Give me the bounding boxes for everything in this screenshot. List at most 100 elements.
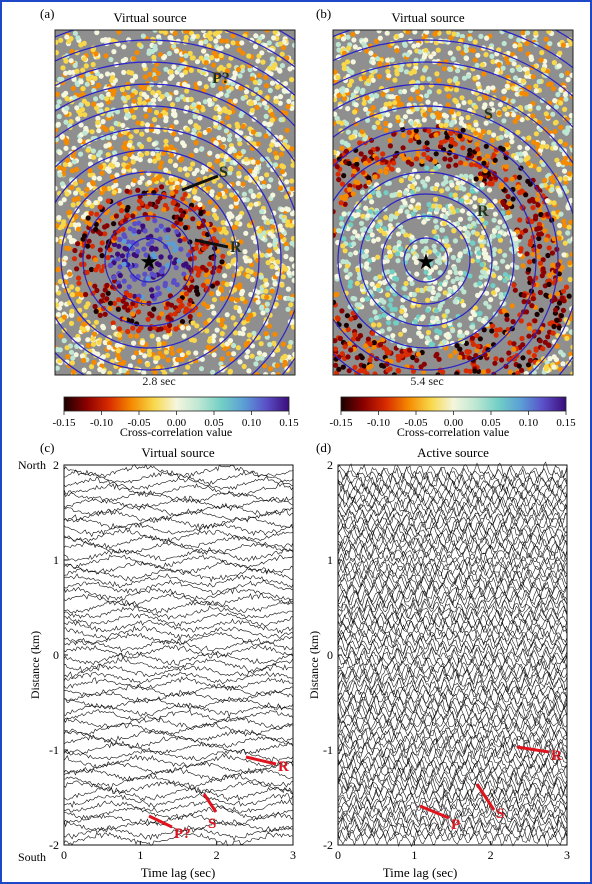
- scatter-dot: [125, 184, 131, 190]
- scatter-dot: [135, 120, 141, 126]
- scatter-dot: [338, 215, 345, 221]
- scatter-dot: [509, 303, 515, 309]
- scatter-dot: [402, 41, 408, 47]
- scatter-dot: [358, 151, 364, 157]
- panel-c-label: (c): [40, 440, 54, 455]
- scatter-dot: [405, 30, 411, 35]
- scatter-dot: [468, 315, 474, 321]
- scatter-dot: [459, 33, 465, 40]
- scatter-dot: [534, 311, 540, 317]
- scatter-dot: [537, 260, 544, 266]
- scatter-dot: [521, 292, 527, 298]
- scatter-dot: [149, 271, 155, 277]
- scatter-dot: [340, 243, 346, 249]
- scatter-dot: [518, 246, 524, 252]
- scatter-dot: [408, 204, 414, 210]
- scatter-dot: [173, 265, 179, 271]
- scatter-dot: [266, 40, 272, 46]
- scatter-dot: [144, 122, 151, 128]
- scatter-dot: [537, 338, 543, 344]
- scatter-dot: [477, 316, 483, 322]
- scatter-dot: [147, 71, 153, 77]
- scatter-dot: [226, 137, 232, 143]
- scatter-dot: [563, 130, 570, 136]
- scatter-dot: [230, 40, 236, 46]
- scatter-dot: [263, 277, 269, 284]
- scatter-dot: [290, 162, 295, 168]
- scatter-dot: [394, 251, 401, 257]
- scatter-dot: [211, 310, 217, 316]
- scatter-dot: [203, 267, 209, 273]
- seismic-trace: [63, 586, 294, 601]
- scatter-dot: [216, 135, 222, 141]
- scatter-dot: [219, 259, 225, 265]
- scatter-dot: [177, 166, 183, 173]
- scatter-dot: [411, 43, 417, 49]
- scatter-dot: [269, 218, 275, 224]
- scatter-dot: [94, 30, 100, 36]
- scatter-dot: [376, 322, 382, 328]
- scatter-dot: [283, 110, 289, 116]
- scatter-dot: [415, 134, 421, 140]
- scatter-dot: [100, 368, 106, 374]
- scatter-dot: [245, 316, 251, 322]
- scatter-dot: [339, 308, 345, 314]
- scatter-dot: [107, 340, 113, 346]
- scatter-dot: [526, 333, 532, 339]
- scatter-dot: [184, 172, 190, 178]
- scatter-dot: [370, 322, 377, 328]
- seismic-trace: [337, 829, 568, 848]
- scatter-dot: [474, 62, 480, 68]
- scatter-dot: [504, 142, 510, 148]
- scatter-dot: [463, 43, 469, 49]
- seismic-trace: [337, 602, 568, 622]
- scatter-dot: [549, 250, 556, 256]
- scatter-dot: [455, 257, 461, 263]
- scatter-dot: [90, 341, 97, 347]
- scatter-dot: [510, 319, 516, 325]
- scatter-dot: [509, 67, 515, 73]
- seismic-trace: [337, 544, 568, 564]
- scatter-dot: [98, 298, 104, 304]
- scatter-dot: [250, 72, 256, 78]
- scatter-dot: [183, 34, 189, 40]
- scatter-dot: [517, 234, 523, 240]
- scatter-dot: [523, 91, 529, 97]
- scatter-dot: [147, 107, 153, 113]
- scatter-dot: [394, 71, 400, 77]
- seismic-trace: [337, 552, 568, 572]
- scatter-dot: [247, 126, 253, 132]
- scatter-dot: [461, 302, 467, 308]
- scatter-dot: [448, 35, 454, 41]
- scatter-dot: [425, 176, 431, 182]
- scatter-dot: [150, 252, 156, 258]
- scatter-dot: [225, 351, 232, 357]
- scatter-dot: [441, 207, 447, 213]
- scatter-dot: [334, 315, 341, 321]
- scatter-dot: [245, 349, 251, 355]
- scatter-dot: [275, 84, 281, 90]
- annotation-arrow-s: [202, 793, 218, 813]
- distance-ring: [55, 149, 260, 371]
- scatter-dot: [553, 307, 559, 313]
- scatter-dot: [393, 320, 399, 326]
- scatter-dot: [550, 262, 556, 268]
- scatter-dot: [190, 216, 196, 222]
- scatter-dot: [267, 147, 273, 153]
- scatter-dot: [267, 65, 273, 71]
- scatter-dot: [555, 91, 561, 98]
- scatter-dot: [282, 81, 289, 87]
- scatter-dot: [112, 300, 118, 306]
- scatter-dot: [121, 238, 127, 244]
- scatter-dot: [289, 296, 295, 302]
- scatter-dot: [441, 220, 447, 227]
- scatter-dot: [285, 207, 291, 213]
- scatter-dot: [81, 98, 87, 104]
- scatter-dot: [389, 166, 395, 172]
- colorbar-tick-label: -0.05: [405, 417, 428, 429]
- scatter-dot: [476, 250, 482, 256]
- colorbar-tick-label: -0.15: [53, 417, 76, 429]
- scatter-dot: [214, 327, 220, 333]
- scatter-dot: [184, 105, 190, 111]
- scatter-dot: [93, 51, 99, 57]
